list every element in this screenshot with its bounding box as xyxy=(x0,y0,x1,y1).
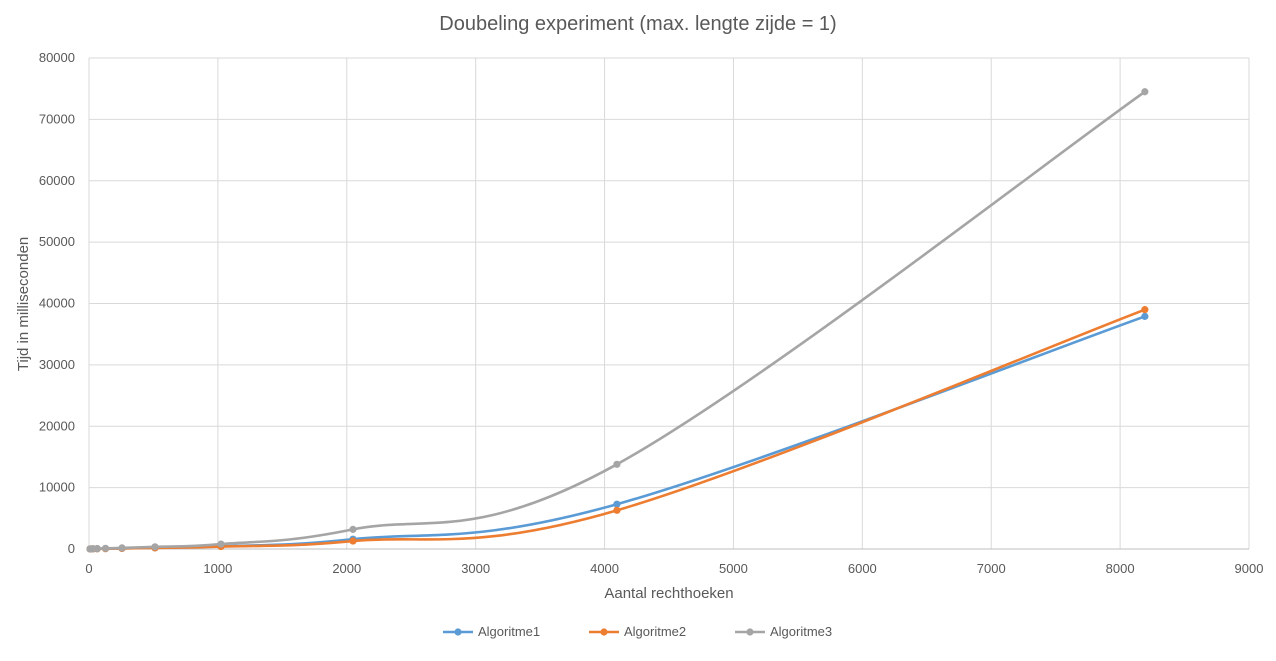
y-tick-label: 80000 xyxy=(39,50,75,65)
legend-label-algoritme1: Algoritme1 xyxy=(478,624,540,639)
data-point-algoritme2 xyxy=(349,537,357,545)
x-tick-label: 7000 xyxy=(977,561,1006,576)
series-line-algoritme1 xyxy=(88,315,1147,551)
legend-label-algoritme3: Algoritme3 xyxy=(770,624,832,639)
y-tick-label: 60000 xyxy=(39,173,75,188)
x-tick-label: 9000 xyxy=(1235,561,1264,576)
data-point-algoritme1 xyxy=(1141,312,1149,320)
data-point-algoritme2 xyxy=(613,506,621,514)
data-point-algoritme3 xyxy=(349,525,357,533)
x-tick-label: 6000 xyxy=(848,561,877,576)
legend-marker-algoritme3 xyxy=(746,628,754,636)
x-tick-label: 2000 xyxy=(332,561,361,576)
axes: 0100002000030000400005000060000700008000… xyxy=(39,50,1264,576)
x-tick-label: 4000 xyxy=(590,561,619,576)
data-point-algoritme3 xyxy=(118,544,126,552)
data-point-algoritme2 xyxy=(1141,306,1149,314)
data-point-algoritme3 xyxy=(1141,88,1149,96)
y-tick-label: 30000 xyxy=(39,357,75,372)
y-tick-label: 40000 xyxy=(39,296,75,311)
chart-title: Doubeling experiment (max. lengte zijde … xyxy=(439,13,836,35)
data-point-algoritme3 xyxy=(101,544,110,552)
data-point-algoritme3 xyxy=(217,540,225,548)
series-lines xyxy=(86,88,1149,553)
legend-marker-algoritme2 xyxy=(600,628,608,636)
y-tick-label: 20000 xyxy=(39,418,75,433)
series-line-algoritme3 xyxy=(88,90,1147,551)
y-tick-label: 70000 xyxy=(39,111,75,126)
legend-label-algoritme2: Algoritme2 xyxy=(624,624,686,639)
gridlines xyxy=(88,57,1250,550)
data-point-algoritme3 xyxy=(93,544,101,553)
x-tick-label: 1000 xyxy=(203,561,232,576)
legend: Algoritme1 Algoritme2 Algoritme3 xyxy=(443,624,832,639)
y-tick-label: 10000 xyxy=(39,480,75,495)
y-tick-label: 0 xyxy=(68,541,75,556)
x-tick-label: 3000 xyxy=(461,561,490,576)
data-point-algoritme3 xyxy=(151,543,159,551)
x-tick-label: 0 xyxy=(85,561,92,576)
y-tick-label: 50000 xyxy=(39,234,75,249)
y-axis-title: Tijd in milliseconden xyxy=(15,237,32,372)
x-tick-label: 8000 xyxy=(1106,561,1135,576)
legend-marker-algoritme1 xyxy=(454,628,462,636)
data-point-algoritme3 xyxy=(613,460,621,468)
x-tick-label: 5000 xyxy=(719,561,748,576)
x-axis-title: Aantal rechthoeken xyxy=(604,585,733,602)
data-point-algoritme1 xyxy=(613,500,621,508)
